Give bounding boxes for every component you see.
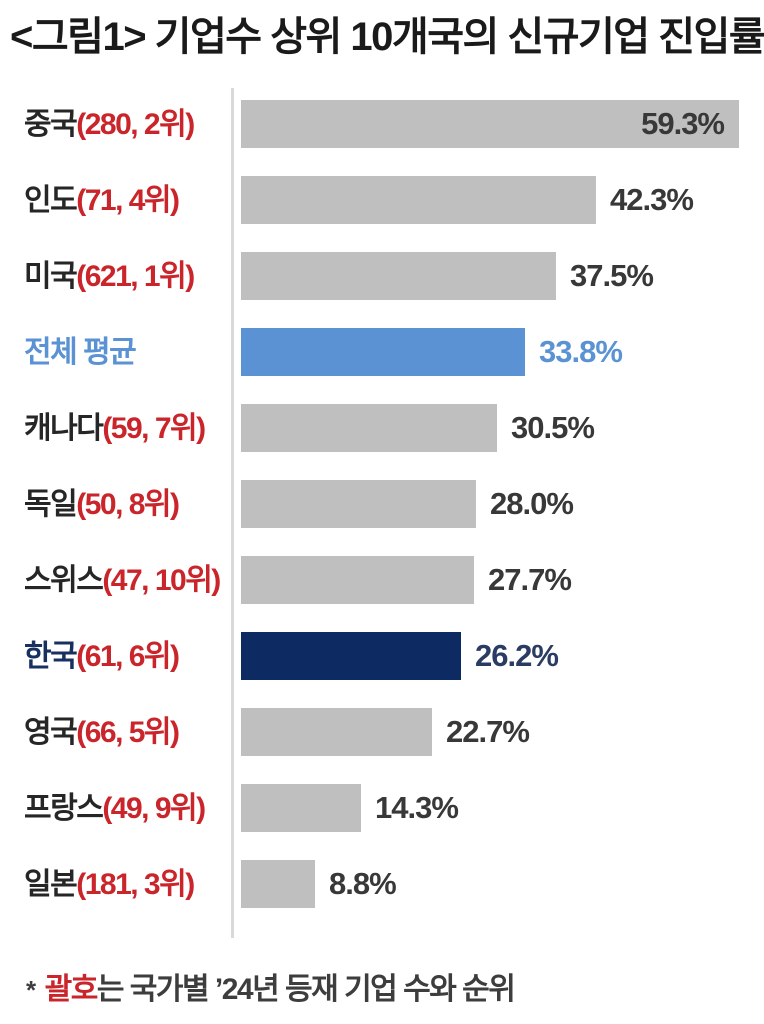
- category-label: 독일(50, 8위): [0, 488, 236, 521]
- country-name: 한국: [24, 639, 78, 673]
- value-label: 28.0%: [490, 486, 574, 521]
- chart-rows: 중국(280, 2위) 59.3% 인도(71, 4위) 42.3% 미국(621, 1…: [0, 86, 764, 922]
- country-name: 일본: [24, 867, 78, 901]
- value-label: 27.7%: [488, 562, 572, 597]
- rank-parenthetical: (66, 5위): [76, 715, 180, 749]
- category-label: 일본(181, 3위): [0, 868, 236, 901]
- bar-track: 42.3%: [236, 162, 764, 238]
- bar: [241, 100, 739, 148]
- rank-parenthetical: (71, 4위): [76, 183, 180, 217]
- bar-track: 26.2%: [236, 618, 764, 694]
- bar-track: 59.3%: [236, 86, 764, 162]
- rank-parenthetical: (50, 8위): [76, 487, 180, 521]
- country-name: 중국: [24, 107, 78, 141]
- category-label: 미국(621, 1위): [0, 260, 236, 293]
- value-label: 42.3%: [610, 182, 694, 217]
- bar-chart: 중국(280, 2위) 59.3% 인도(71, 4위) 42.3% 미국(621, 1…: [0, 86, 764, 938]
- chart-row: 캐나다(59, 7위) 30.5%: [0, 390, 764, 466]
- chart-row: 인도(71, 4위) 42.3%: [0, 162, 764, 238]
- country-name: 캐나다: [24, 411, 104, 445]
- value-label: 30.5%: [511, 410, 595, 445]
- bar: [241, 708, 432, 756]
- country-name: 스위스: [24, 563, 104, 597]
- bar-track: 27.7%: [236, 542, 764, 618]
- category-label: 프랑스(49, 9위): [0, 792, 236, 825]
- value-label: 37.5%: [570, 258, 654, 293]
- chart-row: 한국(61, 6위) 26.2%: [0, 618, 764, 694]
- country-name: 전체 평균: [24, 335, 137, 369]
- footnote-highlight: 괄호: [44, 973, 99, 1006]
- category-label: 한국(61, 6위): [0, 640, 236, 673]
- bar: [241, 480, 476, 528]
- country-name: 인도: [24, 183, 78, 217]
- country-name: 독일: [24, 487, 78, 521]
- chart-row: 스위스(47, 10위) 27.7%: [0, 542, 764, 618]
- footnote-asterisk: *: [26, 975, 36, 1005]
- bar-track: 28.0%: [236, 466, 764, 542]
- bar: [241, 860, 315, 908]
- chart-row: 영국(66, 5위) 22.7%: [0, 694, 764, 770]
- rank-parenthetical: (49, 9위): [102, 791, 206, 825]
- chart-title: <그림1> 기업수 상위 10개국의 신규기업 진입률: [10, 15, 764, 59]
- chart-row: 프랑스(49, 9위) 14.3%: [0, 770, 764, 846]
- rank-parenthetical: (181, 3위): [76, 867, 195, 901]
- bar-track: 22.7%: [236, 694, 764, 770]
- bar-track: 30.5%: [236, 390, 764, 466]
- bar: [241, 784, 361, 832]
- rank-parenthetical: (47, 10위): [102, 563, 221, 597]
- chart-row: 미국(621, 1위) 37.5%: [0, 238, 764, 314]
- bar-track: 37.5%: [236, 238, 764, 314]
- value-label: 26.2%: [475, 638, 559, 673]
- value-label: 8.8%: [329, 866, 397, 901]
- rank-parenthetical: (59, 7위): [102, 411, 206, 445]
- bar: [241, 632, 461, 680]
- category-label: 스위스(47, 10위): [0, 564, 236, 597]
- rank-parenthetical: (280, 2위): [76, 107, 195, 141]
- footnote-text: 는 국가별 ’24년 등재 기업 수와 순위: [96, 973, 516, 1006]
- country-name: 영국: [24, 715, 78, 749]
- chart-row: 중국(280, 2위) 59.3%: [0, 86, 764, 162]
- chart-row: 전체 평균 33.8%: [0, 314, 764, 390]
- value-label: 22.7%: [446, 714, 530, 749]
- bar: [241, 556, 474, 604]
- rank-parenthetical: (61, 6위): [76, 639, 180, 673]
- bar: [241, 404, 497, 452]
- bar-track: 8.8%: [236, 846, 764, 922]
- category-label: 중국(280, 2위): [0, 108, 236, 141]
- footnote: * 괄호는 국가별 ’24년 등재 기업 수와 순위: [0, 964, 764, 1008]
- value-label: 14.3%: [375, 790, 459, 825]
- bar-track: 33.8%: [236, 314, 764, 390]
- rank-parenthetical: (621, 1위): [76, 259, 195, 293]
- category-label: 인도(71, 4위): [0, 184, 236, 217]
- value-label: 33.8%: [539, 334, 623, 369]
- country-name: 프랑스: [24, 791, 104, 825]
- category-label: 전체 평균: [0, 336, 236, 369]
- chart-row: 독일(50, 8위) 28.0%: [0, 466, 764, 542]
- bar-track: 14.3%: [236, 770, 764, 846]
- bar: [241, 176, 596, 224]
- country-name: 미국: [24, 259, 78, 293]
- y-axis-line: [231, 88, 234, 938]
- category-label: 캐나다(59, 7위): [0, 412, 236, 445]
- value-label: 59.3%: [641, 106, 725, 141]
- chart-row: 일본(181, 3위) 8.8%: [0, 846, 764, 922]
- bar: [241, 328, 525, 376]
- bar: [241, 252, 556, 300]
- category-label: 영국(66, 5위): [0, 716, 236, 749]
